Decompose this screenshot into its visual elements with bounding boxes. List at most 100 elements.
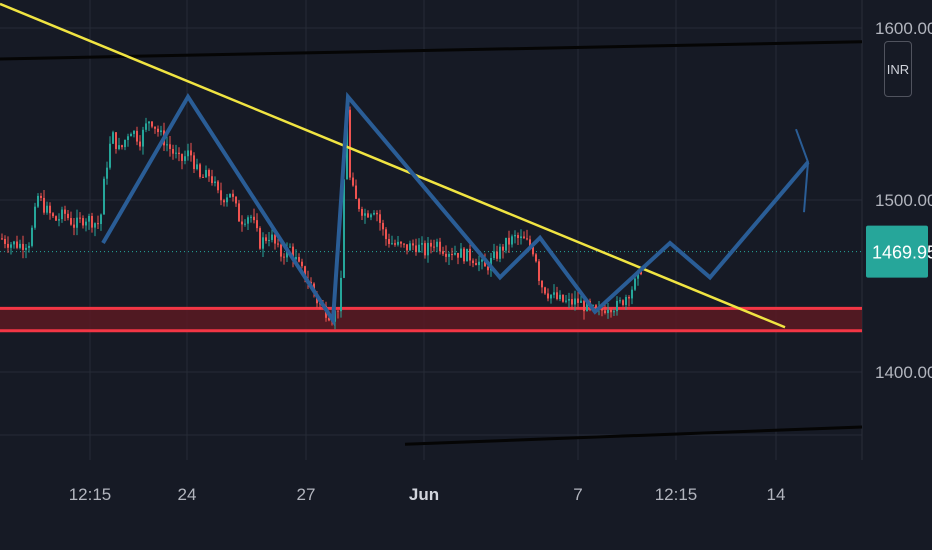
- candle-body: [136, 130, 138, 142]
- candle: [46, 201, 48, 215]
- candle-body: [553, 292, 555, 295]
- candle-body: [199, 164, 201, 177]
- candle-body: [544, 287, 546, 294]
- candle-body: [583, 300, 585, 312]
- candle: [73, 218, 75, 236]
- candle-body: [484, 259, 486, 267]
- candle: [436, 238, 438, 253]
- candle-body: [13, 241, 15, 245]
- candle: [205, 165, 207, 178]
- candle-body: [40, 195, 42, 198]
- candle-body: [613, 311, 615, 313]
- candle: [220, 182, 222, 206]
- candle: [124, 139, 126, 151]
- candle: [151, 121, 153, 129]
- candle-body: [391, 243, 393, 245]
- candle-body: [619, 300, 621, 302]
- candle-body: [361, 209, 363, 216]
- candle: [238, 200, 240, 222]
- candle: [256, 213, 258, 232]
- candle-body: [109, 143, 111, 168]
- candle-body: [145, 123, 147, 130]
- candle-body: [499, 246, 501, 259]
- candle: [352, 172, 354, 187]
- candle: [244, 219, 246, 227]
- candle-body: [436, 241, 438, 247]
- candle: [523, 231, 525, 239]
- candle-body: [157, 128, 159, 133]
- candle: [550, 294, 552, 304]
- candle: [388, 233, 390, 248]
- candle-body: [205, 169, 207, 178]
- candle: [628, 295, 630, 307]
- candle: [118, 137, 120, 151]
- candle-body: [178, 152, 180, 155]
- candle-body: [55, 216, 57, 221]
- candle: [136, 126, 138, 146]
- candle-body: [208, 169, 210, 177]
- candle-body: [349, 109, 351, 178]
- candle: [298, 253, 300, 263]
- candle: [190, 142, 192, 162]
- support-zone-band: [0, 308, 862, 331]
- candle-body: [400, 241, 402, 244]
- candle: [67, 210, 69, 221]
- candle: [196, 158, 198, 171]
- candle: [433, 239, 435, 252]
- candle-body: [607, 309, 609, 314]
- projection-arrowhead: [795, 128, 810, 213]
- candle-body: [379, 214, 381, 223]
- candle: [508, 230, 510, 253]
- candle-body: [508, 237, 510, 245]
- candle-body: [112, 132, 114, 144]
- candle-body: [88, 215, 90, 222]
- candle: [1, 233, 3, 240]
- candle: [496, 245, 498, 262]
- candle-body: [376, 212, 378, 215]
- candle-body: [160, 130, 162, 133]
- candle: [4, 235, 6, 249]
- current-price-value: 1469.95: [872, 243, 932, 263]
- candle-body: [529, 239, 531, 247]
- candle-body: [223, 200, 225, 203]
- candle-body: [448, 254, 450, 257]
- currency-badge[interactable]: INR: [884, 41, 912, 97]
- drawings: [0, 2, 810, 329]
- candle: [430, 239, 432, 254]
- candle-body: [463, 248, 465, 262]
- support-zone: [0, 251, 862, 333]
- candle-body: [538, 261, 540, 281]
- candle-body: [493, 251, 495, 259]
- candle-body: [610, 309, 612, 313]
- price-tick-label: 1600.00: [875, 19, 932, 38]
- candle: [181, 153, 183, 170]
- time-tick-label: 12:15: [69, 485, 112, 504]
- time-tick-label: 24: [178, 485, 197, 504]
- candle: [439, 237, 441, 255]
- candle: [40, 192, 42, 201]
- candle: [571, 293, 573, 310]
- channel-upper-line: [0, 40, 863, 61]
- candle: [274, 233, 276, 250]
- candle-body: [64, 209, 66, 214]
- candle: [52, 212, 54, 219]
- candle-body: [631, 289, 633, 299]
- candle-body: [262, 237, 264, 249]
- candle-body: [358, 198, 360, 210]
- candle-body: [355, 185, 357, 199]
- candle-body: [34, 206, 36, 228]
- candle: [553, 284, 555, 299]
- candle-body: [241, 221, 243, 225]
- candle: [568, 292, 570, 309]
- candle-body: [193, 155, 195, 170]
- candle: [34, 202, 36, 230]
- candle: [16, 235, 18, 250]
- candle-body: [406, 244, 408, 251]
- candle: [283, 253, 285, 265]
- candle-body: [328, 317, 330, 321]
- candle: [157, 125, 159, 137]
- candle-body: [415, 245, 417, 253]
- candle-body: [232, 193, 234, 197]
